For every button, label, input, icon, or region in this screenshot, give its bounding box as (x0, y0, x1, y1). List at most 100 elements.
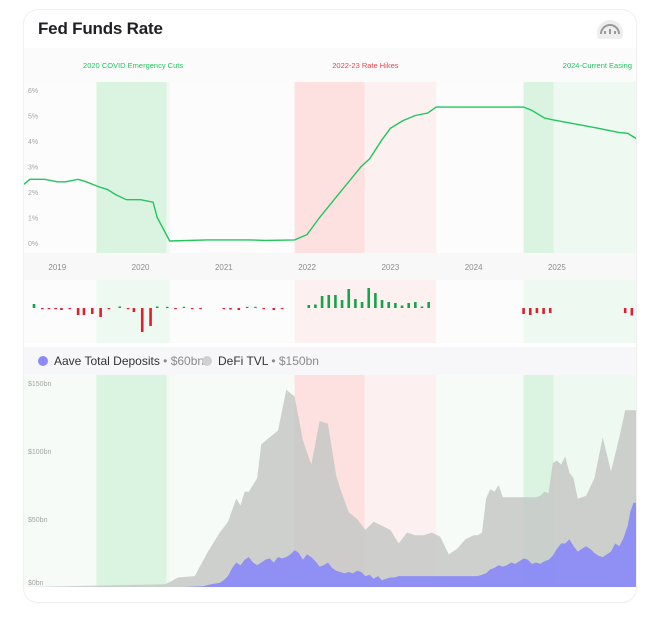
aave-deposits-area (24, 502, 636, 587)
rate-change-bar (374, 293, 377, 308)
chart-area: 2020 COVID Emergency Cuts 2022-23 Rate Hi… (24, 48, 636, 587)
rate-change-bar (528, 308, 532, 315)
rate-change-bar (630, 308, 634, 316)
rate-change-bar (400, 305, 404, 308)
rate-line-group (24, 106, 636, 242)
rate-change-bar (414, 302, 417, 308)
rate-change-bar (132, 308, 136, 312)
rate-change-bar (262, 308, 266, 310)
rate-change-bar (407, 303, 410, 308)
rate-change-bar (548, 308, 552, 313)
rate-change-bar (380, 300, 384, 308)
rate-change-bar (522, 308, 525, 314)
rate-change-bar (254, 306, 257, 308)
tvl-y-tick-label: $0bn (28, 580, 44, 587)
year-tick-label: 2020 (132, 263, 150, 272)
rate-change-bar (360, 302, 364, 308)
year-tick-label: 2019 (48, 263, 66, 272)
rate-change-bar (54, 308, 57, 310)
year-tick-label: 2024 (465, 263, 483, 272)
year-tick-label: 2023 (381, 263, 399, 272)
rate-change-bar (334, 295, 337, 308)
legend: Aave Total Deposits • $60bn+ DeFi TVL • … (24, 347, 636, 375)
rate-change-bar (347, 289, 351, 308)
aave-legend-value: • $60bn+ (159, 354, 212, 368)
deposit-areas (24, 389, 636, 587)
tvl-legend-value: • $150bn (268, 354, 319, 368)
rate-y-axis: 0% 1% 2% 3% 4% 5% 6% (28, 88, 38, 248)
period-band (294, 280, 437, 343)
rate-change-bar (222, 308, 226, 310)
rate-change-bar (149, 308, 152, 326)
fed-rate-line (24, 106, 636, 242)
rate-change-bar (327, 295, 331, 308)
tvl-legend-label: DeFi TVL (218, 354, 269, 368)
rate-change-bar (41, 308, 44, 310)
rate-change-bar (140, 308, 144, 332)
rate-change-bar (320, 296, 324, 308)
rate-change-bar (126, 308, 130, 310)
period-band-strong (294, 82, 365, 253)
annotation-label: 2022-23 Rate Hikes (332, 61, 399, 70)
tvl-y-tick-label: $50bn (28, 517, 48, 524)
rate-change-bar (229, 308, 232, 310)
rate-change-bar (340, 300, 344, 308)
rate-y-tick-label: 3% (28, 165, 38, 172)
rate-change-bar (542, 308, 545, 314)
year-tick-label: 2021 (215, 263, 233, 272)
year-tick-label: 2025 (548, 263, 566, 272)
rate-change-bar (76, 308, 80, 315)
card-header: Fed Funds Rate (24, 10, 636, 48)
aave-legend-label: Aave Total Deposits (54, 354, 160, 368)
annotation-label: 2020 COVID Emergency Cuts (83, 61, 183, 70)
defi-tvl-area (24, 389, 636, 587)
rate-change-bar (99, 308, 102, 317)
fed-funds-card: Fed Funds Rate 2020 COVID Emergency Cuts… (24, 10, 636, 602)
tvl-y-axis: $0bn $50bn $100bn $150bn (28, 381, 51, 587)
gauge-icon[interactable] (596, 19, 624, 39)
rate-change-bar (68, 308, 72, 310)
rate-chart-bands (24, 82, 636, 253)
rate-y-tick-label: 6% (28, 88, 38, 95)
rate-change-bar (190, 308, 194, 310)
rate-change-bar (118, 306, 122, 308)
rate-change-bar (237, 308, 241, 310)
period-band-strong (96, 82, 167, 253)
rate-change-bar (420, 306, 424, 308)
annotation-strip (24, 48, 636, 82)
period-band-strong (96, 375, 167, 587)
year-tick-label: 2022 (298, 263, 316, 272)
rate-change-bar (272, 308, 276, 310)
rate-change-bar (623, 308, 627, 313)
rate-change-bars (32, 288, 634, 332)
rate-change-bar (427, 302, 430, 308)
annotation-labels: 2020 COVID Emergency Cuts 2022-23 Rate Hi… (24, 48, 636, 82)
rate-change-bar (394, 303, 397, 308)
change-bar-bands (24, 280, 636, 343)
rate-change-bar (47, 308, 51, 310)
rate-change-bar (280, 308, 284, 310)
rate-change-bar (90, 308, 94, 314)
rate-change-bar (32, 304, 36, 308)
rate-change-bar (354, 299, 357, 308)
annotation-label: 2024-Current Easing (563, 61, 632, 70)
tvl-legend-entry: DeFi TVL • $150bn (218, 354, 319, 368)
rate-change-bar (165, 306, 169, 308)
rate-change-bar (199, 308, 202, 310)
period-band (523, 280, 636, 343)
rate-y-tick-label: 0% (28, 241, 38, 248)
rate-y-tick-label: 4% (28, 139, 38, 146)
rate-change-bar (314, 304, 317, 308)
rate-change-bar (182, 306, 186, 308)
tvl-y-tick-label: $100bn (28, 449, 51, 456)
rate-change-bar (155, 306, 159, 308)
rate-change-bar (307, 305, 311, 308)
rate-change-bar (82, 308, 86, 315)
rate-change-bar (245, 306, 249, 308)
aave-legend-swatch (38, 356, 48, 366)
tvl-legend-swatch (202, 356, 212, 366)
rate-change-bar (535, 308, 539, 313)
chart-title: Fed Funds Rate (38, 19, 163, 38)
year-axis-strip (24, 253, 636, 280)
aave-legend-entry: Aave Total Deposits • $60bn+ (54, 354, 211, 368)
